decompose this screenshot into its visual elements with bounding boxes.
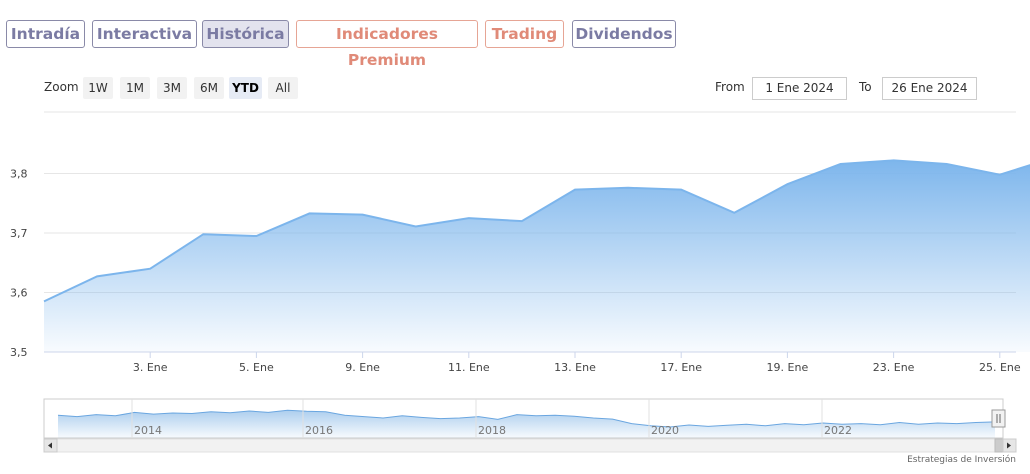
y-tick-label: 3,8 bbox=[10, 168, 28, 181]
zoom-3m-button[interactable]: 3M bbox=[157, 77, 187, 99]
navigator-handle[interactable] bbox=[991, 409, 1006, 428]
navigator-year-label: 2016 bbox=[305, 424, 333, 437]
tab-dividendos[interactable]: Dividendos bbox=[572, 20, 676, 48]
navigator-year-label: 2020 bbox=[651, 424, 679, 437]
from-label: From bbox=[715, 80, 745, 94]
chevron-right-icon bbox=[1007, 442, 1011, 449]
y-tick-label: 3,5 bbox=[10, 346, 28, 359]
x-tick-label: 13. Ene bbox=[554, 361, 596, 374]
tab-trading[interactable]: Trading bbox=[485, 20, 564, 48]
zoom-label: Zoom bbox=[44, 80, 79, 94]
to-date-input[interactable]: 26 Ene 2024 bbox=[882, 77, 977, 100]
from-date-input[interactable]: 1 Ene 2024 bbox=[752, 77, 847, 100]
tab-intradia[interactable]: Intradía bbox=[6, 20, 85, 48]
zoom-1w-button[interactable]: 1W bbox=[83, 77, 113, 99]
zoom-1m-button[interactable]: 1M bbox=[120, 77, 150, 99]
series-area bbox=[44, 160, 1030, 352]
tab-interactiva[interactable]: Interactiva bbox=[92, 20, 197, 48]
x-tick-label: 9. Ene bbox=[345, 361, 380, 374]
to-label: To bbox=[859, 80, 872, 94]
zoom-ytd-button[interactable]: YTD bbox=[229, 77, 262, 99]
tab-historica[interactable]: Histórica bbox=[202, 20, 289, 48]
x-tick-label: 11. Ene bbox=[448, 361, 490, 374]
x-tick-label: 3. Ene bbox=[133, 361, 168, 374]
scrollbar-track bbox=[43, 438, 1017, 453]
navigator-area bbox=[58, 410, 995, 438]
navigator-line bbox=[57, 409, 996, 428]
x-tick-label: 23. Ene bbox=[873, 361, 915, 374]
series-line bbox=[43, 159, 1030, 303]
x-tick-label: 25. Ene bbox=[979, 361, 1021, 374]
tab-indicadores-premium[interactable]: Indicadores Premium bbox=[296, 20, 478, 69]
navigator-year-label: 2022 bbox=[824, 424, 852, 437]
zoom-6m-button[interactable]: 6M bbox=[194, 77, 224, 99]
y-tick-label: 3,7 bbox=[10, 227, 28, 240]
x-tick-label: 5. Ene bbox=[239, 361, 274, 374]
scrollbar-thumb[interactable] bbox=[994, 438, 1004, 453]
navigator-year-label: 2018 bbox=[478, 424, 506, 437]
chart-credit: Estrategias de Inversión bbox=[907, 455, 1016, 465]
zoom-all-button[interactable]: All bbox=[268, 77, 298, 99]
chevron-left-icon bbox=[48, 442, 52, 449]
y-tick-label: 3,6 bbox=[10, 287, 28, 300]
x-tick-label: 19. Ene bbox=[767, 361, 809, 374]
x-tick-label: 17. Ene bbox=[660, 361, 702, 374]
navigator-year-label: 2014 bbox=[134, 424, 162, 437]
